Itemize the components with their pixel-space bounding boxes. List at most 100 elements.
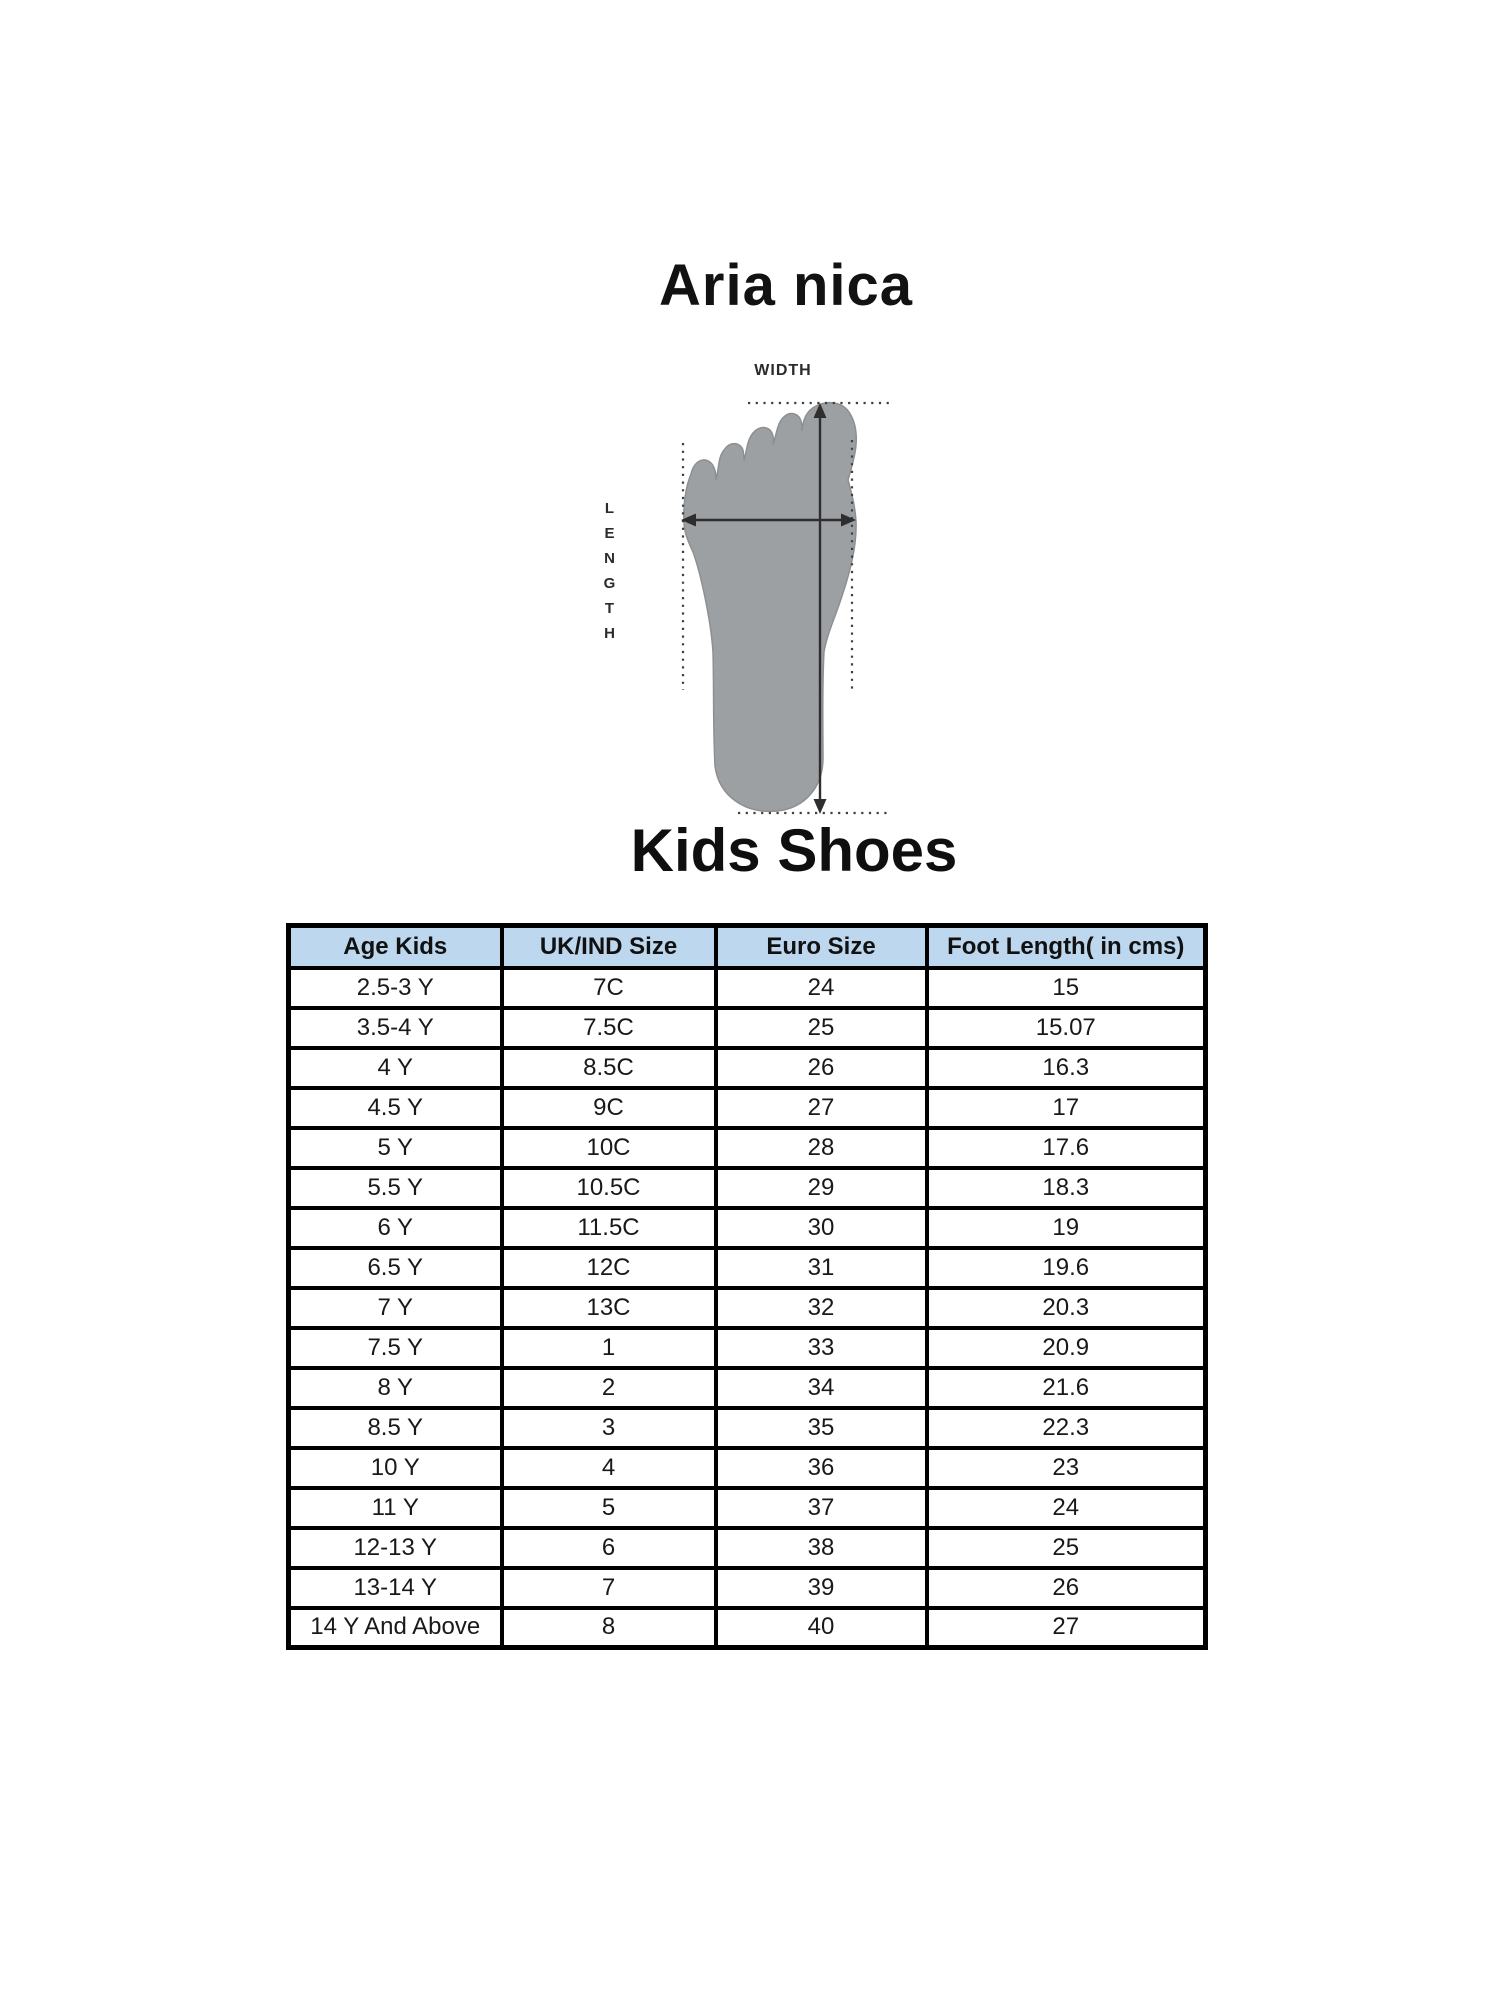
cell-uk-ind-size: 9C xyxy=(499,1085,718,1130)
cell-euro-size: 37 xyxy=(713,1485,929,1530)
table-row: 5 Y 10C 28 17.6 xyxy=(286,1125,1208,1170)
cell-euro-size: 25 xyxy=(713,1005,929,1050)
guide-lines xyxy=(681,401,892,815)
table-row: 6.5 Y 12C 31 19.6 xyxy=(286,1245,1208,1290)
table-row: 7 Y 13C 32 20.3 xyxy=(286,1285,1208,1330)
cell-foot-length: 22.3 xyxy=(924,1405,1208,1450)
cell-age-kids: 8.5 Y xyxy=(286,1405,504,1450)
cell-foot-length: 16.3 xyxy=(924,1045,1208,1090)
header-euro-size: Euro Size xyxy=(713,923,929,970)
table-row: 7.5 Y 1 33 20.9 xyxy=(286,1325,1208,1370)
header-foot-length: Foot Length( in cms) xyxy=(924,923,1208,970)
cell-uk-ind-size: 4 xyxy=(499,1445,718,1490)
table-row: 14 Y And Above 8 40 27 xyxy=(286,1605,1208,1650)
cell-uk-ind-size: 2 xyxy=(499,1365,718,1410)
cell-euro-size: 29 xyxy=(713,1165,929,1210)
size-table-header: Age Kids UK/IND Size Euro Size Foot Leng… xyxy=(286,923,1208,970)
size-table: Age Kids UK/IND Size Euro Size Foot Leng… xyxy=(286,923,1208,1650)
cell-foot-length: 20.3 xyxy=(924,1285,1208,1330)
table-row: 10 Y 4 36 23 xyxy=(286,1445,1208,1490)
table-row: 4.5 Y 9C 27 17 xyxy=(286,1085,1208,1130)
table-row: 4 Y 8.5C 26 16.3 xyxy=(286,1045,1208,1090)
cell-euro-size: 35 xyxy=(713,1405,929,1450)
foot-silhouette-icon xyxy=(683,401,857,813)
cell-foot-length: 23 xyxy=(924,1445,1208,1490)
cell-age-kids: 13-14 Y xyxy=(286,1565,504,1610)
cell-uk-ind-size: 12C xyxy=(499,1245,718,1290)
cell-euro-size: 34 xyxy=(713,1365,929,1410)
cell-foot-length: 20.9 xyxy=(924,1325,1208,1370)
cell-uk-ind-size: 7 xyxy=(499,1565,718,1610)
cell-uk-ind-size: 11.5C xyxy=(499,1205,718,1250)
cell-age-kids: 12-13 Y xyxy=(286,1525,504,1570)
cell-age-kids: 5.5 Y xyxy=(286,1165,504,1210)
cell-euro-size: 26 xyxy=(713,1045,929,1090)
cell-euro-size: 36 xyxy=(713,1445,929,1490)
cell-age-kids: 6.5 Y xyxy=(286,1245,504,1290)
table-row: 12-13 Y 6 38 25 xyxy=(286,1525,1208,1570)
table-row: 8 Y 2 34 21.6 xyxy=(286,1365,1208,1410)
length-label: LENGTH xyxy=(601,500,618,650)
cell-foot-length: 19 xyxy=(924,1205,1208,1250)
width-arrow-icon xyxy=(681,513,856,527)
table-row: 5.5 Y 10.5C 29 18.3 xyxy=(286,1165,1208,1210)
cell-foot-length: 24 xyxy=(924,1485,1208,1530)
cell-euro-size: 24 xyxy=(713,965,929,1010)
cell-uk-ind-size: 1 xyxy=(499,1325,718,1370)
cell-age-kids: 4 Y xyxy=(286,1045,504,1090)
cell-euro-size: 32 xyxy=(713,1285,929,1330)
cell-foot-length: 17.6 xyxy=(924,1125,1208,1170)
cell-uk-ind-size: 5 xyxy=(499,1485,718,1530)
cell-uk-ind-size: 6 xyxy=(499,1525,718,1570)
cell-uk-ind-size: 3 xyxy=(499,1405,718,1450)
cell-age-kids: 2.5-3 Y xyxy=(286,965,504,1010)
cell-foot-length: 26 xyxy=(924,1565,1208,1610)
cell-uk-ind-size: 7C xyxy=(499,965,718,1010)
cell-euro-size: 39 xyxy=(713,1565,929,1610)
cell-uk-ind-size: 10C xyxy=(499,1125,718,1170)
cell-age-kids: 6 Y xyxy=(286,1205,504,1250)
header-age-kids: Age Kids xyxy=(286,923,504,970)
cell-age-kids: 10 Y xyxy=(286,1445,504,1490)
cell-foot-length: 27 xyxy=(924,1605,1208,1650)
cell-foot-length: 17 xyxy=(924,1085,1208,1130)
cell-uk-ind-size: 10.5C xyxy=(499,1165,718,1210)
cell-euro-size: 33 xyxy=(713,1325,929,1370)
cell-euro-size: 30 xyxy=(713,1205,929,1250)
cell-age-kids: 4.5 Y xyxy=(286,1085,504,1130)
cell-uk-ind-size: 8.5C xyxy=(499,1045,718,1090)
cell-age-kids: 14 Y And Above xyxy=(286,1605,504,1650)
cell-age-kids: 3.5-4 Y xyxy=(286,1005,504,1050)
cell-uk-ind-size: 8 xyxy=(499,1605,718,1650)
header-uk-ind-size: UK/IND Size xyxy=(499,923,718,970)
cell-uk-ind-size: 13C xyxy=(499,1285,718,1330)
foot-measurement-diagram: WIDTH LENGTH xyxy=(600,360,920,840)
table-row: 2.5-3 Y 7C 24 15 xyxy=(286,965,1208,1010)
cell-age-kids: 11 Y xyxy=(286,1485,504,1530)
cell-age-kids: 7.5 Y xyxy=(286,1325,504,1370)
size-table-body: 2.5-3 Y 7C 24 15 3.5-4 Y 7.5C 25 15.07 4… xyxy=(286,965,1208,1650)
cell-foot-length: 18.3 xyxy=(924,1165,1208,1210)
table-row: 3.5-4 Y 7.5C 25 15.07 xyxy=(286,1005,1208,1050)
cell-foot-length: 19.6 xyxy=(924,1245,1208,1290)
cell-euro-size: 38 xyxy=(713,1525,929,1570)
table-row: 6 Y 11.5C 30 19 xyxy=(286,1205,1208,1250)
section-title: Kids Shoes xyxy=(630,817,958,884)
cell-foot-length: 25 xyxy=(924,1525,1208,1570)
width-label: WIDTH xyxy=(754,362,812,379)
cell-age-kids: 7 Y xyxy=(286,1285,504,1330)
table-row: 13-14 Y 7 39 26 xyxy=(286,1565,1208,1610)
cell-euro-size: 28 xyxy=(713,1125,929,1170)
header-row: Age Kids UK/IND Size Euro Size Foot Leng… xyxy=(286,923,1208,970)
cell-euro-size: 27 xyxy=(713,1085,929,1130)
table-row: 8.5 Y 3 35 22.3 xyxy=(286,1405,1208,1450)
cell-foot-length: 15.07 xyxy=(924,1005,1208,1050)
cell-age-kids: 5 Y xyxy=(286,1125,504,1170)
cell-foot-length: 15 xyxy=(924,965,1208,1010)
foot-diagram-graphic xyxy=(681,401,892,815)
cell-foot-length: 21.6 xyxy=(924,1365,1208,1410)
cell-uk-ind-size: 7.5C xyxy=(499,1005,718,1050)
brand-title: Aria nica xyxy=(659,253,913,318)
table-row: 11 Y 5 37 24 xyxy=(286,1485,1208,1530)
